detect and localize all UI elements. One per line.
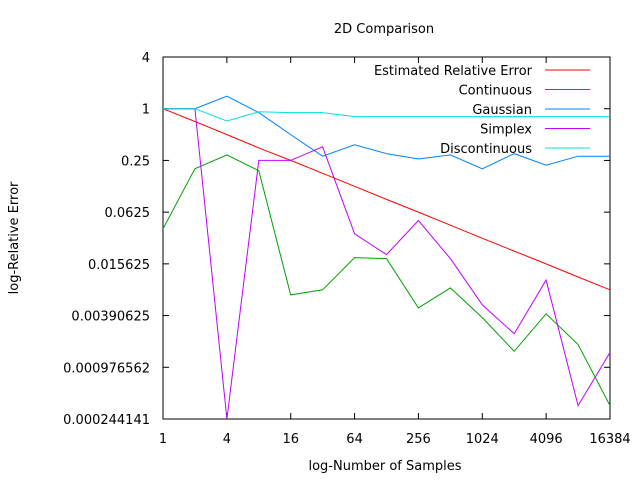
y-tick-label: 0.000244141 (63, 413, 150, 428)
plot-frame (162, 56, 611, 420)
x-tick-label: 4096 (530, 432, 563, 447)
x-tick-label: 16384 (589, 432, 630, 447)
series-line-simplex (163, 108, 611, 420)
legend-label: Gaussian (472, 103, 532, 118)
y-tick-label: 1 (142, 103, 150, 118)
series-layer (162, 95, 611, 420)
x-axis-label: log-Number of Samples (308, 459, 461, 474)
series-line-gaussian (163, 95, 610, 170)
legend-label: Continuous (459, 84, 533, 99)
y-tick-label: 0.00390625 (71, 310, 150, 325)
y-tick-label: 0.0625 (105, 206, 151, 221)
legend-label: Discontinuous (440, 142, 532, 157)
y-tick-label: 4 (142, 51, 150, 66)
legend: Estimated Relative Error Continuous Gaussi… (374, 64, 590, 157)
x-tick-label: 16 (282, 432, 299, 447)
y-tick-label: 0.25 (121, 154, 150, 169)
axes: 1 4 16 64 256 1024 4096 16384 0.000244141 0.00097… (63, 51, 631, 447)
legend-label: Estimated Relative Error (374, 64, 533, 79)
x-tick-label: 1 (159, 432, 167, 447)
series-line-discontinuous (163, 108, 610, 122)
legend-label: Simplex (480, 123, 532, 138)
chart-title: 2D Comparison (334, 22, 434, 37)
y-axis-label: log-Relative Error (7, 181, 22, 294)
x-tick-label: 1024 (466, 432, 499, 447)
x-tick-label: 64 (346, 432, 363, 447)
series-line-continuous (162, 154, 611, 406)
y-tick-label: 0.015625 (88, 258, 150, 273)
y-tick-label: 0.000976562 (63, 361, 150, 376)
series-line-estimated-relative-error (162, 108, 611, 291)
x-tick-label: 256 (406, 432, 431, 447)
x-tick-label: 4 (223, 432, 231, 447)
